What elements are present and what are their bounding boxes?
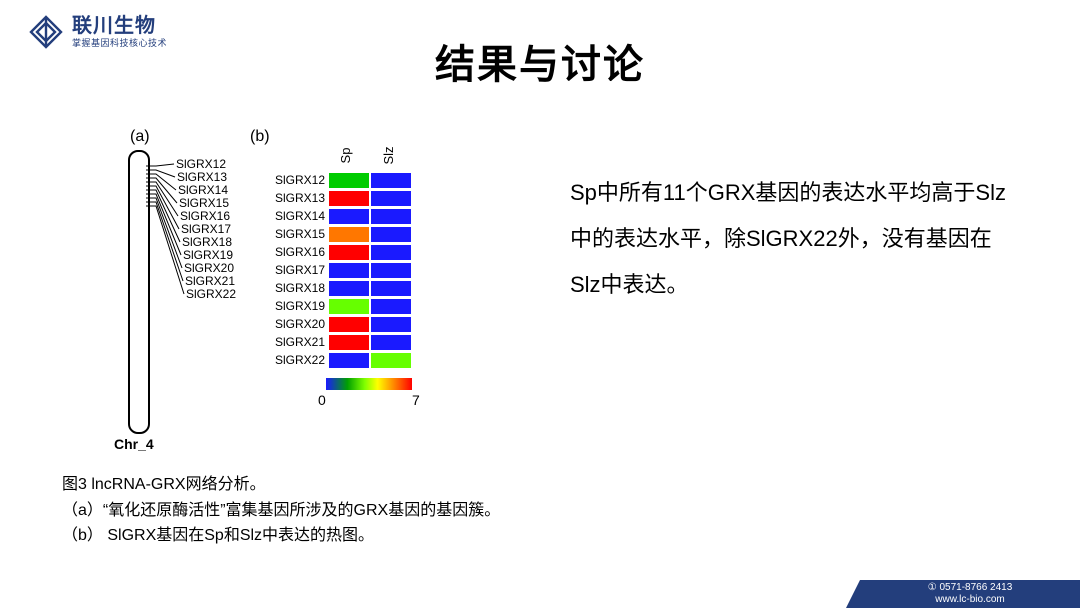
- heatmap-cell: [328, 262, 370, 279]
- heatmap-row-label: SlGRX13: [259, 191, 328, 205]
- heatmap-row-label: SlGRX14: [259, 209, 328, 223]
- gene-label: SlGRX15: [179, 196, 229, 210]
- heatmap-cell: [370, 190, 412, 207]
- heatmap-cell: [370, 226, 412, 243]
- heatmap-row: SlGRX14: [259, 207, 412, 225]
- heatmap-colorbar: [326, 378, 412, 390]
- heatmap-scale-min: 0: [318, 392, 326, 408]
- heatmap-row-label: SlGRX19: [259, 299, 328, 313]
- heatmap-col-label: Sp: [338, 134, 353, 177]
- heatmap-cell: [370, 244, 412, 261]
- footer-phone: ① 0571-8766 2413: [928, 582, 1013, 594]
- heatmap-row-label: SlGRX15: [259, 227, 328, 241]
- heatmap-row-label: SlGRX22: [259, 353, 328, 367]
- heatmap-cell: [328, 190, 370, 207]
- heatmap-row-label: SlGRX17: [259, 263, 328, 277]
- company-name: 联川生物: [72, 16, 167, 36]
- logo-icon: [28, 14, 64, 50]
- caption-line: （a）“氧化还原酶活性”富集基因所涉及的GRX基因的基因簇。: [62, 498, 500, 524]
- gene-label: SlGRX18: [182, 235, 232, 249]
- heatmap-row: SlGRX13: [259, 189, 412, 207]
- heatmap-row: SlGRX22: [259, 351, 412, 369]
- heatmap-cell: [370, 316, 412, 333]
- heatmap-cell: [328, 244, 370, 261]
- heatmap-row-label: SlGRX16: [259, 245, 328, 259]
- heatmap-row: SlGRX20: [259, 315, 412, 333]
- heatmap-row-label: SlGRX21: [259, 335, 328, 349]
- heatmap: Sp Slz SlGRX12SlGRX13SlGRX14SlGRX15SlGRX…: [258, 170, 413, 370]
- tagline: 掌握基因科技核心技术: [72, 39, 167, 48]
- heatmap-cell: [370, 298, 412, 315]
- heatmap-cell: [370, 208, 412, 225]
- heatmap-row-label: SlGRX20: [259, 317, 328, 331]
- heatmap-cell: [328, 208, 370, 225]
- heatmap-cell: [370, 334, 412, 351]
- panel-a-label: (a): [130, 128, 150, 146]
- gene-label: SlGRX17: [181, 222, 231, 236]
- heatmap-cell: [328, 226, 370, 243]
- heatmap-row: SlGRX15: [259, 225, 412, 243]
- gene-label: SlGRX21: [185, 274, 235, 288]
- heatmap-cell: [328, 334, 370, 351]
- caption-line: （b） SlGRX基因在Sp和Slz中表达的热图。: [62, 523, 500, 549]
- heatmap-cell: [328, 280, 370, 297]
- chromosome-label: Chr_4: [114, 436, 154, 452]
- heatmap-scale-max: 7: [412, 392, 420, 408]
- caption-line: 图3 lncRNA-GRX网络分析。: [62, 472, 500, 498]
- gene-label: SlGRX16: [180, 209, 230, 223]
- heatmap-cell: [328, 298, 370, 315]
- heatmap-row: SlGRX17: [259, 261, 412, 279]
- heatmap-cell: [370, 352, 412, 369]
- page-title: 结果与讨论: [435, 32, 645, 90]
- gene-label: SlGRX22: [186, 287, 236, 301]
- heatmap-cell: [328, 352, 370, 369]
- figure-caption: 图3 lncRNA-GRX网络分析。 （a）“氧化还原酶活性”富集基因所涉及的G…: [62, 472, 500, 549]
- heatmap-row-label: SlGRX18: [259, 281, 328, 295]
- panel-b-label: (b): [250, 128, 270, 146]
- heatmap-row: SlGRX21: [259, 333, 412, 351]
- heatmap-cell: [328, 316, 370, 333]
- description-text: Sp中所有11个GRX基因的表达水平均高于Slz中的表达水平，除SlGRX22外…: [570, 170, 1010, 309]
- gene-label: SlGRX20: [184, 261, 234, 275]
- heatmap-cell: [370, 262, 412, 279]
- heatmap-col-label: Slz: [381, 134, 396, 177]
- heatmap-cell: [370, 280, 412, 297]
- heatmap-row-label: SlGRX12: [259, 173, 328, 187]
- heatmap-row: SlGRX19: [259, 297, 412, 315]
- footer-contact: ① 0571-8766 2413 www.lc-bio.com: [860, 580, 1080, 608]
- gene-label: SlGRX19: [183, 248, 233, 262]
- footer-url: www.lc-bio.com: [935, 594, 1004, 606]
- heatmap-row: SlGRX18: [259, 279, 412, 297]
- heatmap-row: SlGRX16: [259, 243, 412, 261]
- logo: 联川生物 掌握基因科技核心技术: [28, 14, 167, 50]
